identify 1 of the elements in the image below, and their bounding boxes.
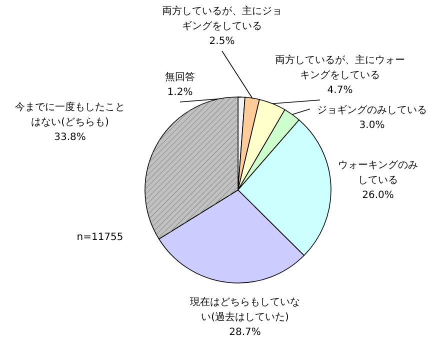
text: n=11755 [76,232,124,243]
